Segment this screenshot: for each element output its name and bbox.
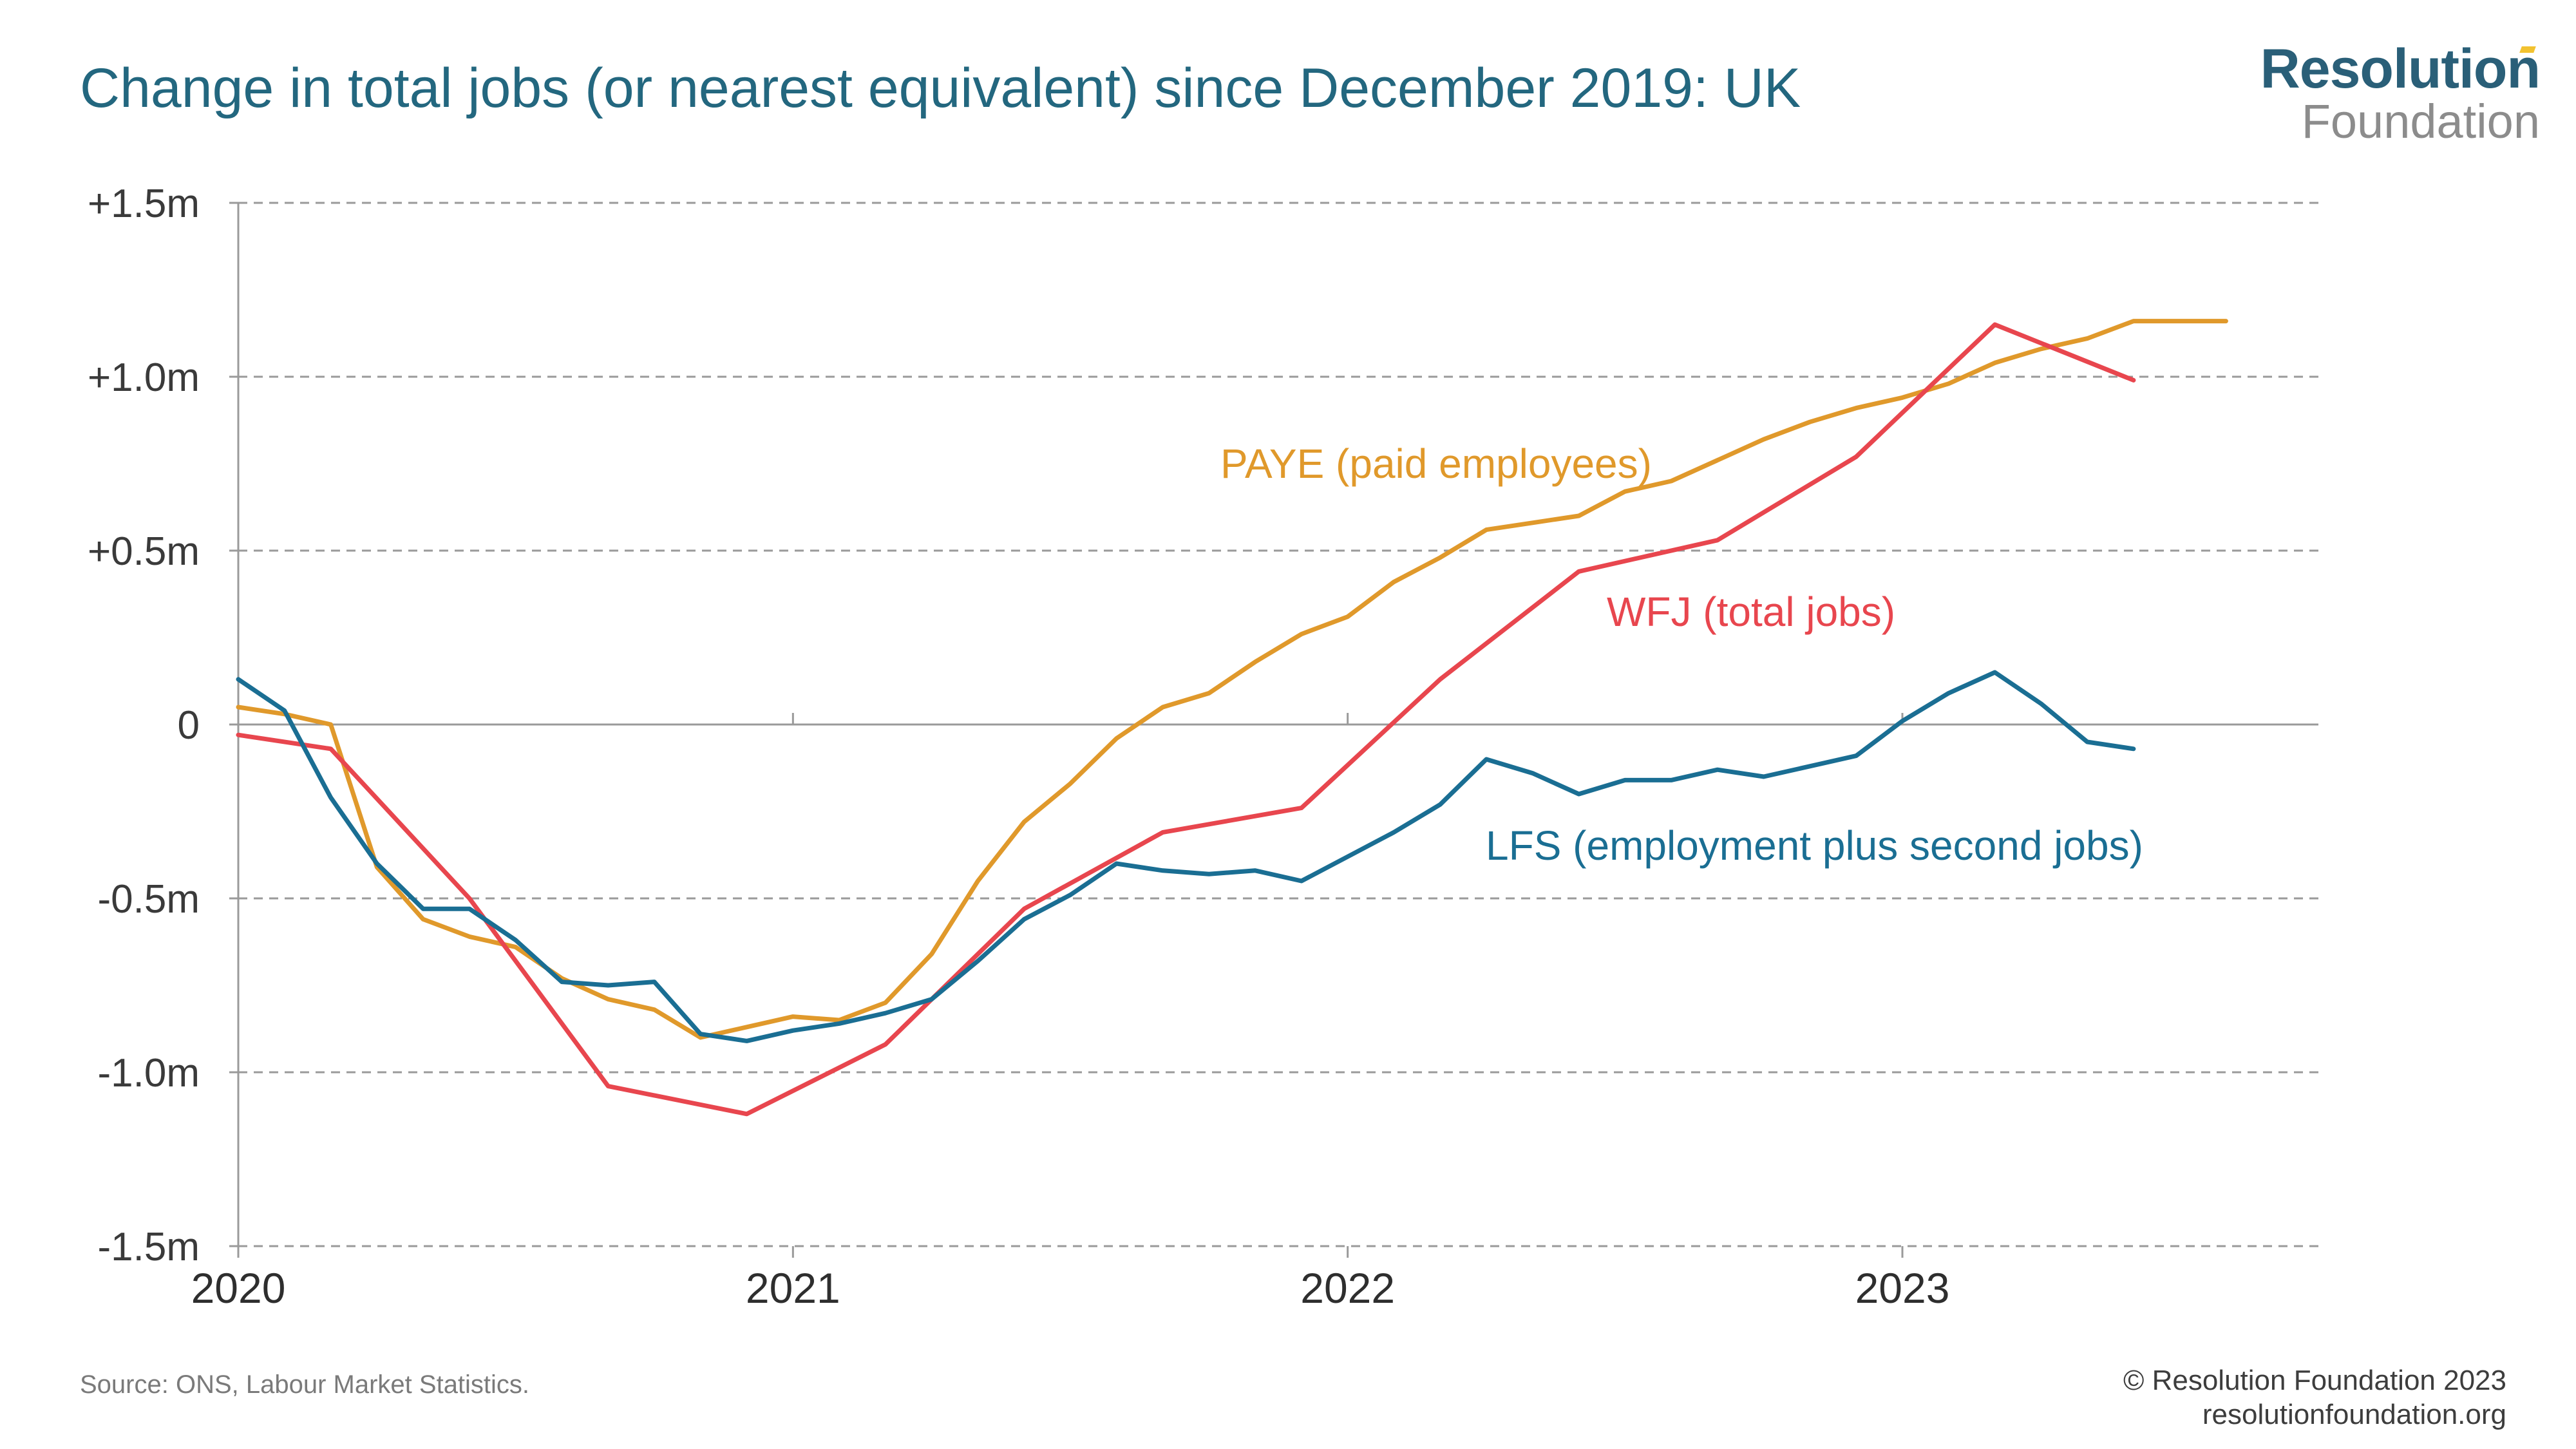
series-label-0: PAYE (paid employees) [1220, 440, 1652, 487]
chart-title: Change in total jobs (or nearest equival… [80, 57, 1801, 119]
series-labels: PAYE (paid employees) WFJ (total jobs) LFS… [1220, 440, 2143, 869]
y-tick-label: +0.5m [88, 529, 200, 574]
copyright: © Resolution Foundation 2023 resolutionf… [2123, 1364, 2506, 1432]
y-tick-label: +1.0m [88, 355, 200, 400]
y-tick-label: -0.5m [98, 877, 200, 922]
x-tick-label: 2022 [1300, 1264, 1395, 1312]
source-note: Source: ONS, Labour Market Statistics. [80, 1370, 530, 1399]
logo-line2: Foundation [2301, 95, 2540, 148]
resolution-foundation-logo: Resolution Foundation [2260, 38, 2541, 148]
series-label-1: WFJ (total jobs) [1607, 589, 1895, 635]
series-line-1 [236, 322, 2136, 1117]
copyright-line: © Resolution Foundation 2023 [2123, 1365, 2506, 1396]
logo-line1: Resolution [2260, 38, 2541, 100]
x-tick-label: 2020 [191, 1264, 286, 1312]
series-lines [236, 319, 2228, 1117]
grid-lines [238, 202, 2318, 1247]
series-line-0 [236, 319, 2228, 1040]
series-line-2 [236, 670, 2136, 1043]
series-label-2: LFS (employment plus second jobs) [1486, 822, 2143, 869]
y-tick-label: -1.5m [98, 1225, 200, 1269]
y-tick-label: +1.5m [88, 182, 200, 226]
website-link[interactable]: resolutionfoundation.org [2202, 1398, 2506, 1430]
x-tick-label: 2023 [1855, 1264, 1950, 1312]
x-tick-label: 2021 [746, 1264, 840, 1312]
y-tick-label: 0 [178, 703, 200, 748]
y-tick-label: -1.0m [98, 1051, 200, 1095]
